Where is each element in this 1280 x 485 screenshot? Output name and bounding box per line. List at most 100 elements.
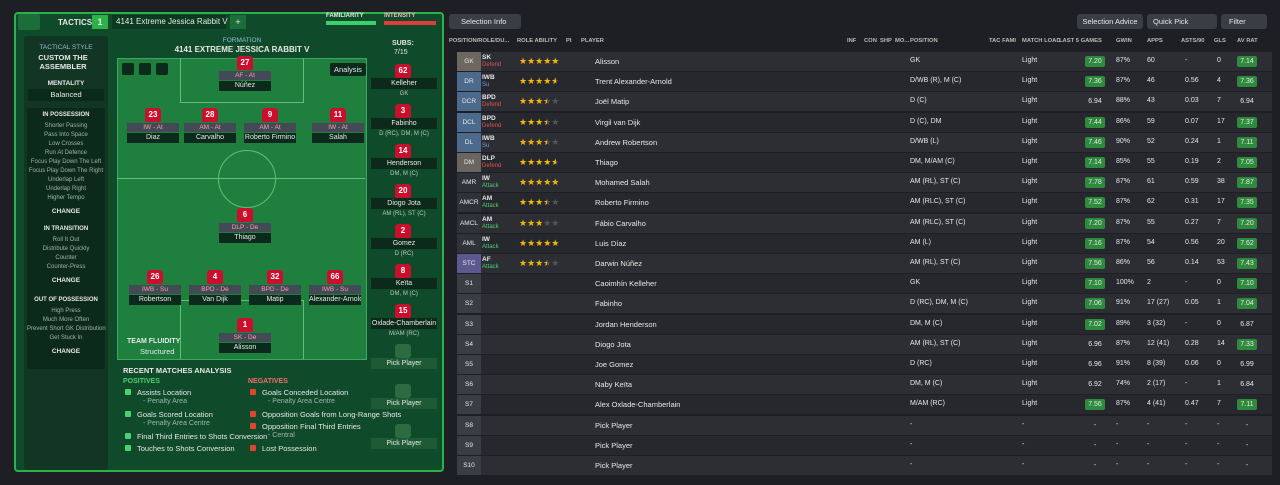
player-name[interactable]: Alisson: [595, 57, 620, 66]
role[interactable]: SK: [482, 54, 492, 61]
sub-name[interactable]: Pick Player: [371, 358, 437, 369]
row[interactable]: [457, 254, 1272, 273]
player-name[interactable]: Luis Díaz: [595, 238, 627, 248]
row[interactable]: [457, 355, 1272, 374]
row[interactable]: [457, 173, 1272, 193]
player-role[interactable]: IW - At: [127, 123, 179, 132]
player-name[interactable]: Joël Matip: [595, 97, 630, 107]
player-name[interactable]: Salah: [312, 133, 364, 143]
row[interactable]: [457, 435, 1272, 455]
role[interactable]: IW: [482, 175, 490, 183]
player-name[interactable]: Trent Alexander-Arnold: [595, 77, 672, 87]
row[interactable]: [457, 456, 1272, 475]
player-name[interactable]: Núñez: [219, 81, 271, 91]
analysis-button[interactable]: Analysis: [330, 63, 366, 76]
player-name[interactable]: Pick Player: [595, 420, 633, 430]
player-name[interactable]: Fábio Carvalho: [595, 218, 646, 228]
player-role[interactable]: BPD - De: [189, 285, 241, 294]
row[interactable]: [457, 233, 1272, 253]
row[interactable]: [457, 334, 1272, 354]
formation-name[interactable]: 4141 EXTREME JESSICA RABBIT V: [174, 45, 310, 54]
column-header[interactable]: MO...: [895, 38, 910, 44]
player-name[interactable]: Thiago: [595, 158, 618, 167]
column-header[interactable]: ASTS/90: [1181, 38, 1205, 44]
sub-name[interactable]: Henderson: [371, 158, 437, 169]
column-header[interactable]: POSITION: [910, 38, 938, 44]
column-header[interactable]: PI: [566, 38, 572, 44]
row[interactable]: [457, 274, 1272, 294]
player-role[interactable]: IWB - Su: [309, 285, 361, 294]
column-header[interactable]: SHP: [880, 38, 892, 44]
column-header[interactable]: POSITION/ROLE/DU...: [449, 38, 510, 44]
sub-name[interactable]: Pick Player: [371, 438, 437, 449]
role[interactable]: AM: [482, 195, 493, 203]
back-button[interactable]: [18, 14, 40, 30]
player-name[interactable]: Matip: [249, 295, 301, 305]
sub-name[interactable]: Fabinho: [371, 118, 437, 129]
column-header[interactable]: CON: [864, 38, 877, 44]
player-name[interactable]: Alex Oxlade-Chamberlain: [595, 400, 681, 410]
player-name[interactable]: Caoimhín Kelleher: [595, 279, 657, 289]
row[interactable]: [457, 52, 1272, 71]
row[interactable]: [457, 294, 1272, 314]
row[interactable]: [457, 415, 1272, 435]
player-name[interactable]: Virgil van Dijk: [595, 117, 641, 127]
row[interactable]: [457, 213, 1272, 233]
player-role[interactable]: SK - De: [219, 333, 271, 342]
mentality[interactable]: Balanced: [28, 89, 104, 101]
row[interactable]: [457, 314, 1272, 334]
add-tactic[interactable]: +: [230, 15, 246, 29]
player-name[interactable]: Diaz: [127, 133, 179, 143]
row[interactable]: [457, 193, 1272, 213]
row[interactable]: [457, 375, 1272, 395]
column-header[interactable]: LAST 5 GAMES: [1059, 38, 1102, 44]
view-button[interactable]: [156, 63, 168, 75]
player-name[interactable]: Fabinho: [595, 299, 623, 309]
player-name[interactable]: Darwin Núñez: [595, 259, 643, 268]
player-name[interactable]: Pick Player: [595, 440, 633, 450]
column-header[interactable]: TAC FAMI: [989, 38, 1016, 44]
role[interactable]: BPD: [482, 114, 496, 122]
column-header[interactable]: AV RAT: [1237, 38, 1258, 44]
role[interactable]: AF: [482, 256, 491, 263]
sub-name[interactable]: Oxlade-Chamberlain: [371, 318, 437, 329]
column-header[interactable]: ROLE ABILITY: [517, 38, 558, 44]
quick-pick[interactable]: Quick Pick: [1147, 14, 1217, 29]
column-header[interactable]: APPS: [1147, 38, 1163, 44]
player-name[interactable]: Roberto Firmino: [595, 198, 649, 208]
filter[interactable]: Filter: [1221, 14, 1267, 29]
change-button[interactable]: CHANGE: [51, 277, 81, 284]
player-role[interactable]: DLP - De: [219, 223, 271, 232]
role[interactable]: IW: [482, 235, 490, 243]
analysis-title[interactable]: RECENT MATCHES ANALYSIS: [123, 366, 232, 375]
player-role[interactable]: IWB - Su: [129, 285, 181, 294]
sub-name[interactable]: Gomez: [371, 238, 437, 249]
tactic-slot[interactable]: 1: [92, 15, 108, 29]
row[interactable]: [457, 92, 1272, 112]
column-header[interactable]: PLAYER: [581, 38, 604, 44]
selection-info[interactable]: Selection Info: [449, 14, 521, 29]
player-name[interactable]: Robertson: [129, 295, 181, 305]
player-role[interactable]: AF - At: [219, 71, 271, 80]
player-role[interactable]: IW - At: [312, 123, 364, 132]
player-role[interactable]: AM - At: [184, 123, 236, 132]
sub-name[interactable]: Pick Player: [371, 398, 437, 409]
change-button[interactable]: CHANGE: [51, 208, 81, 215]
player-name[interactable]: Alexander-Arnold: [309, 295, 361, 305]
sub-name[interactable]: Kelleher: [371, 78, 437, 89]
player-name[interactable]: Carvalho: [184, 133, 236, 143]
tactic-name[interactable]: 4141 Extreme Jessica Rabbit V: [112, 15, 228, 29]
role[interactable]: BPD: [482, 94, 496, 102]
column-header[interactable]: GLS: [1214, 38, 1226, 44]
role[interactable]: IWB: [482, 74, 495, 82]
row[interactable]: [457, 112, 1272, 132]
column-header[interactable]: GWIN: [1116, 38, 1132, 44]
player-name[interactable]: Naby Keïta: [595, 380, 633, 390]
player-name[interactable]: Roberto Firmino: [244, 133, 296, 143]
selection-advice[interactable]: Selection Advice: [1077, 14, 1143, 29]
row[interactable]: [457, 72, 1272, 92]
role[interactable]: DLP: [482, 155, 495, 162]
row[interactable]: [457, 132, 1272, 152]
view-button[interactable]: [122, 63, 134, 75]
player-name[interactable]: Jordan Henderson: [595, 319, 657, 329]
